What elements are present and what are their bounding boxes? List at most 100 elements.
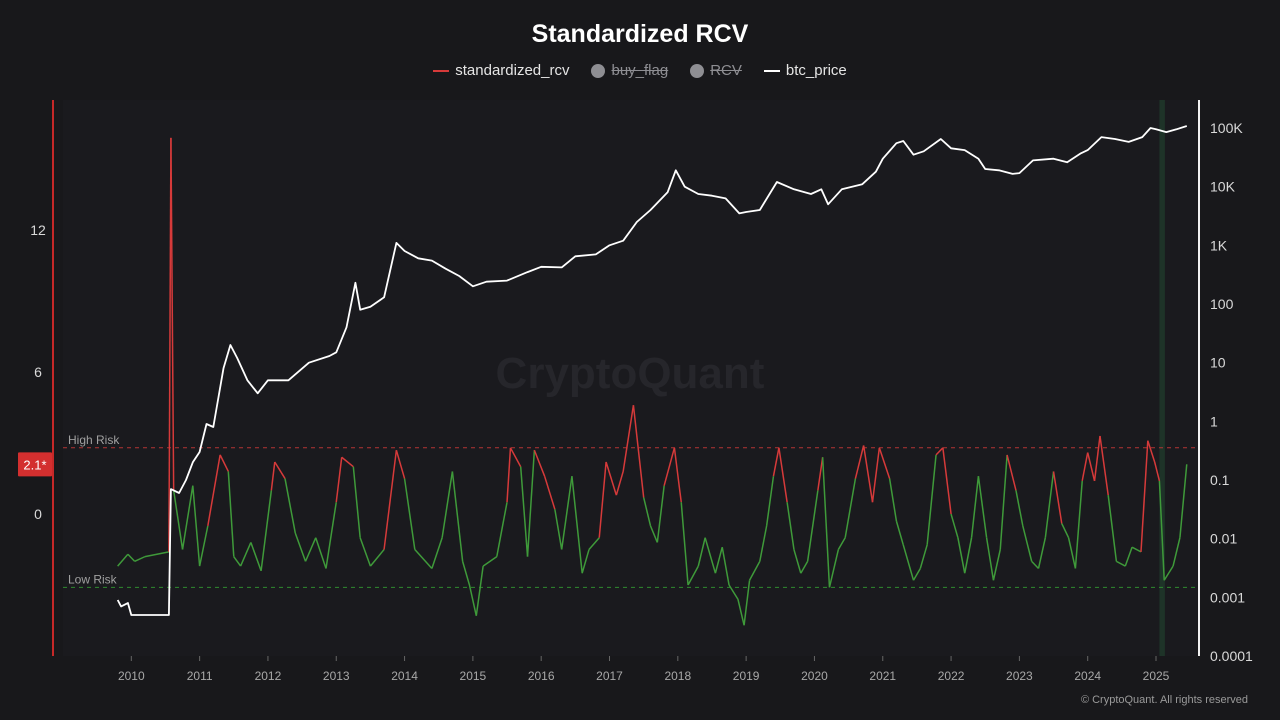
right-axis-tick-label: 10K [1210, 179, 1236, 195]
rcv-line-segment [912, 568, 921, 581]
rcv-line-segment [950, 513, 959, 538]
rcv-line-segment [1099, 435, 1109, 496]
legend-label: buy_flag [611, 62, 669, 79]
rcv-line-segment [793, 549, 802, 574]
rcv-line-segment [704, 537, 717, 574]
rcv-line-segment [274, 461, 286, 479]
rcv-line-segment [957, 537, 966, 574]
rcv-line-segment [168, 137, 172, 552]
x-axis-tick-label: 2024 [1074, 669, 1101, 683]
rcv-line-segment [1124, 546, 1133, 567]
rcv-line-segment [1147, 440, 1156, 463]
rcv-line-segment [431, 537, 443, 569]
rcv-line-segment [352, 466, 361, 538]
rcv-line-segment [207, 454, 221, 527]
x-axis-tick-label: 2020 [801, 669, 828, 683]
rcv-line-segment [519, 466, 529, 557]
rcv-line-segment [270, 461, 276, 491]
rcv-line-segment [673, 447, 682, 503]
rcv-line-segment [144, 551, 170, 558]
x-axis-tick-label: 2018 [664, 669, 691, 683]
rcv-line-segment [325, 502, 337, 569]
rcv-line-segment [468, 584, 478, 616]
rcv-line-segment [560, 476, 573, 550]
rcv-line-segment [571, 476, 583, 574]
rcv-line-segment [441, 471, 454, 538]
rcv-line-segment [1031, 560, 1040, 569]
rcv-line-segment [1116, 560, 1126, 567]
rcv-line-segment [581, 549, 590, 574]
rcv-line-segment [862, 445, 874, 503]
rcv-line-segment [1006, 454, 1017, 491]
rcv-line-segment [605, 461, 618, 496]
rcv-line-segment [1093, 435, 1101, 482]
right-axis-tick-label: 0.0001 [1210, 648, 1253, 664]
rcv-line-segment [737, 599, 745, 626]
rcv-line-segment [649, 525, 659, 543]
legend-item-standardized-rcv[interactable]: standardized_rcv [433, 62, 569, 79]
rcv-line-segment [414, 549, 433, 569]
current-value-badge [18, 452, 52, 477]
rcv-line-segment [1074, 480, 1083, 569]
rcv-line-segment [341, 456, 354, 468]
chart-title: Standardized RCV [531, 20, 749, 48]
rcv-line-segment [888, 478, 898, 522]
legend-item-btc-price[interactable]: btc_price [763, 62, 847, 79]
rcv-line-segment [622, 405, 635, 472]
rcv-line-segment [714, 546, 723, 574]
rcv-line-segment [509, 447, 522, 468]
rcv-line-segment [837, 537, 846, 550]
right-axis-tick-label: 100 [1210, 296, 1234, 312]
rcv-line-segment [786, 502, 795, 550]
x-axis-tick-label: 2010 [118, 669, 145, 683]
right-axis-tick-label: 100K [1210, 120, 1243, 136]
rcv-line-segment [977, 476, 988, 538]
threshold-label: High Risk [68, 433, 120, 447]
rcv-line-segment [170, 137, 175, 491]
right-axis-tick-label: 0.01 [1210, 531, 1237, 547]
rcv-line-segment [728, 584, 739, 600]
watermark-logo: CryptoQuant [496, 349, 765, 398]
btc-price-line [116, 125, 1188, 616]
rcv-line-segment [1061, 523, 1070, 539]
rcv-line-segment [543, 475, 556, 510]
rcv-line-segment [233, 556, 242, 567]
rcv-line-segment [533, 449, 546, 477]
rcv-line-segment [821, 457, 831, 588]
legend-label: standardized_rcv [455, 62, 570, 79]
rcv-line-segment [871, 447, 881, 503]
right-axis-tick-label: 10 [1210, 355, 1226, 371]
rcv-line-segment [992, 549, 1001, 581]
copyright-notice: © CryptoQuant. All rights reserved [1080, 694, 1248, 706]
rcv-line-segment [970, 476, 980, 538]
legend-line-swatch [433, 69, 450, 72]
x-axis-tick-label: 2022 [938, 669, 965, 683]
rcv-line-segment [482, 556, 498, 567]
rcv-line-segment [1179, 464, 1188, 538]
rcv-line-segment [383, 450, 398, 550]
rcv-line-segment [598, 461, 607, 538]
rcv-line-segment [506, 447, 512, 503]
rcv-line-segment [1163, 565, 1174, 581]
x-axis-tick-label: 2025 [1143, 669, 1170, 683]
rcv-line-segment [759, 525, 768, 562]
rcv-line-segment [1067, 537, 1077, 569]
rcv-line-segment [260, 490, 273, 571]
rcv-line-segment [1140, 440, 1149, 552]
left-axis-tick-label: 0 [34, 506, 42, 522]
rcv-line-segment [335, 457, 343, 503]
rcv-line-segment [181, 485, 194, 550]
legend-item-buy-flag[interactable]: buy_flag [591, 62, 668, 79]
rcv-line-segment [926, 454, 937, 545]
rcv-line-segment [680, 502, 689, 586]
rcv-line-segment [942, 447, 952, 515]
right-axis-tick-label: 0.1 [1210, 472, 1230, 488]
rcv-line-segment [1015, 490, 1024, 527]
rcv-line-segment [632, 405, 645, 498]
legend-item-rcv[interactable]: RCV [690, 62, 742, 79]
rcv-line-segment [451, 471, 464, 562]
rcv-line-segment [963, 537, 973, 574]
rcv-line-segment [1081, 452, 1089, 482]
x-axis-tick-label: 2012 [255, 669, 282, 683]
rcv-line-segment [127, 553, 136, 562]
